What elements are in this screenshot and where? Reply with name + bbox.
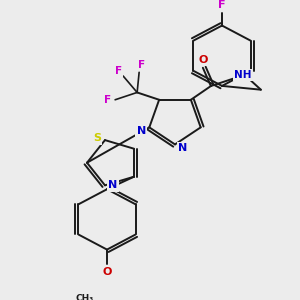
Text: F: F	[103, 95, 111, 105]
Text: F: F	[115, 65, 122, 76]
Text: NH: NH	[234, 70, 252, 80]
Text: S: S	[93, 133, 101, 143]
Text: O: O	[198, 55, 208, 64]
Text: CH₃: CH₃	[76, 295, 94, 300]
Text: F: F	[138, 60, 145, 70]
Text: N: N	[178, 143, 188, 153]
Text: F: F	[218, 0, 226, 11]
Text: N: N	[137, 126, 146, 136]
Text: N: N	[108, 180, 118, 190]
Text: O: O	[102, 266, 112, 277]
